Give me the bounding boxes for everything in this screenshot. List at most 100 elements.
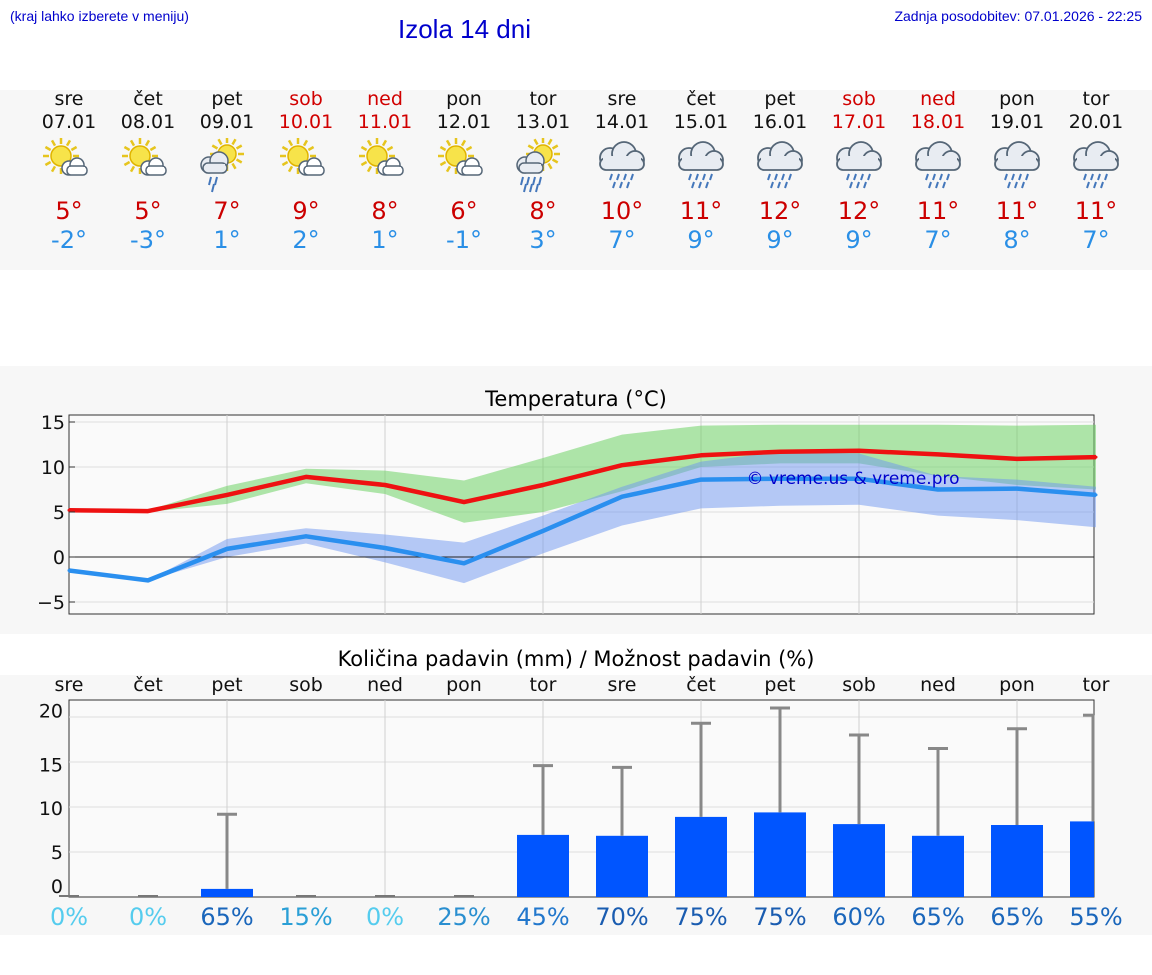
temp-max: 11°	[995, 197, 1039, 225]
precip-bar	[912, 835, 964, 897]
day-date: 13.01	[515, 111, 571, 133]
temp-min: -1°	[446, 226, 482, 254]
point-max	[778, 450, 782, 454]
temp-min: 8°	[1003, 226, 1031, 254]
precip-probability: 0%	[49, 903, 89, 931]
temp-min: 9°	[766, 226, 794, 254]
day-name: tor	[1082, 88, 1110, 110]
temp-min: -3°	[130, 226, 166, 254]
rain-cloud-icon	[987, 138, 1047, 198]
point-min	[936, 488, 940, 491]
point-min	[67, 569, 71, 572]
rain-cloud-icon	[671, 138, 731, 198]
temp-min: 7°	[1082, 226, 1110, 254]
temp-min: -2°	[51, 226, 87, 254]
day-name: sob	[289, 88, 323, 110]
precip-day-label: ned	[920, 674, 956, 696]
day-date: 07.01	[41, 111, 97, 133]
y-tick-label: 5	[53, 502, 65, 524]
point-max	[857, 449, 861, 453]
temp-min: 7°	[924, 226, 952, 254]
y-tick-label: 10	[39, 798, 63, 820]
precip-day-label: sre	[607, 674, 637, 696]
point-max	[936, 452, 940, 456]
precip-day-label: tor	[1082, 674, 1110, 696]
temperature-chart-title: Temperatura (°C)	[485, 387, 667, 411]
precip-bar	[754, 812, 806, 897]
temp-max: 12°	[837, 197, 881, 225]
day-name: tor	[529, 88, 557, 110]
precip-day-label: ned	[367, 674, 403, 696]
temp-min: 1°	[371, 226, 399, 254]
y-tick-label: 0	[53, 547, 65, 569]
temp-max: 9°	[292, 197, 320, 225]
point-max	[225, 493, 229, 497]
day-name: pon	[999, 88, 1035, 110]
temp-max: 5°	[134, 197, 162, 225]
day-name: sre	[607, 88, 637, 110]
temp-max: 11°	[1074, 197, 1118, 225]
y-tick-label: 20	[39, 701, 63, 723]
precip-bar	[675, 816, 727, 897]
y-tick-label: 15	[41, 412, 65, 434]
precip-probability: 70%	[595, 903, 649, 931]
day-date: 08.01	[120, 111, 176, 133]
temp-min: 2°	[292, 226, 320, 254]
precip-probability: 65%	[990, 903, 1044, 931]
day-name: sob	[842, 88, 876, 110]
sun-cloud-icon	[39, 138, 99, 198]
band-min	[69, 451, 1096, 584]
precip-probability: 65%	[911, 903, 965, 931]
precip-probability: 60%	[832, 903, 886, 931]
point-max	[541, 483, 545, 487]
point-max	[1015, 457, 1019, 461]
point-min	[541, 529, 545, 533]
precip-day-label: pet	[764, 674, 796, 696]
series-line-min	[68, 476, 1097, 583]
temp-max: 11°	[679, 197, 723, 225]
temp-max: 10°	[600, 197, 644, 225]
page-title: Izola 14 dni	[398, 14, 531, 44]
point-max	[620, 463, 624, 467]
point-min	[620, 495, 624, 499]
precip-probability: 65%	[200, 903, 254, 931]
day-name: pet	[764, 88, 796, 110]
precip-day-label: tor	[529, 674, 557, 696]
daily-forecast-strip: sre 07.01 5° -2° čet 08.01 5° -3° pet 09.01 7° 1° so…	[0, 0, 1152, 270]
y-tick-label: 15	[39, 755, 63, 777]
rain-cloud-icon	[1066, 138, 1126, 198]
day-date: 14.01	[594, 111, 650, 133]
sun-cloud-icon	[276, 138, 336, 198]
day-date: 09.01	[199, 111, 255, 133]
precip-day-label: sob	[289, 674, 323, 696]
location-hint: (kraj lahko izberete v meniju)	[10, 8, 189, 24]
precip-day-label: čet	[686, 674, 716, 696]
day-date: 20.01	[1068, 111, 1124, 133]
point-min	[146, 578, 150, 582]
y-tick-label: 5	[51, 842, 63, 864]
precip-bar	[833, 824, 885, 897]
precip-bar	[517, 834, 569, 897]
sun-cloud-drizzle-icon	[197, 137, 257, 198]
precip-probability: 0%	[365, 903, 405, 931]
point-min	[1094, 493, 1098, 497]
precip-bar	[1070, 821, 1094, 897]
point-max	[462, 500, 466, 504]
day-date: 16.01	[752, 111, 808, 133]
point-max	[304, 475, 308, 479]
precip-bar	[991, 825, 1043, 897]
precip-day-label: pon	[446, 674, 482, 696]
precip-day-label: pon	[999, 674, 1035, 696]
temp-min: 9°	[845, 226, 873, 254]
temp-min: 7°	[608, 226, 636, 254]
day-name: čet	[133, 88, 163, 110]
rain-cloud-icon	[592, 138, 652, 198]
day-date: 12.01	[436, 111, 492, 133]
day-name: ned	[920, 88, 956, 110]
precip-probability: 75%	[674, 903, 728, 931]
temperature-chart: 15 10 5 0 −5 © vreme.us & vreme.pro	[37, 412, 1098, 615]
precipitation-chart: 20 15 10 5 0	[39, 699, 1095, 898]
precip-probability: 15%	[279, 903, 333, 931]
temp-max: 12°	[758, 197, 802, 225]
day-date: 17.01	[831, 111, 887, 133]
